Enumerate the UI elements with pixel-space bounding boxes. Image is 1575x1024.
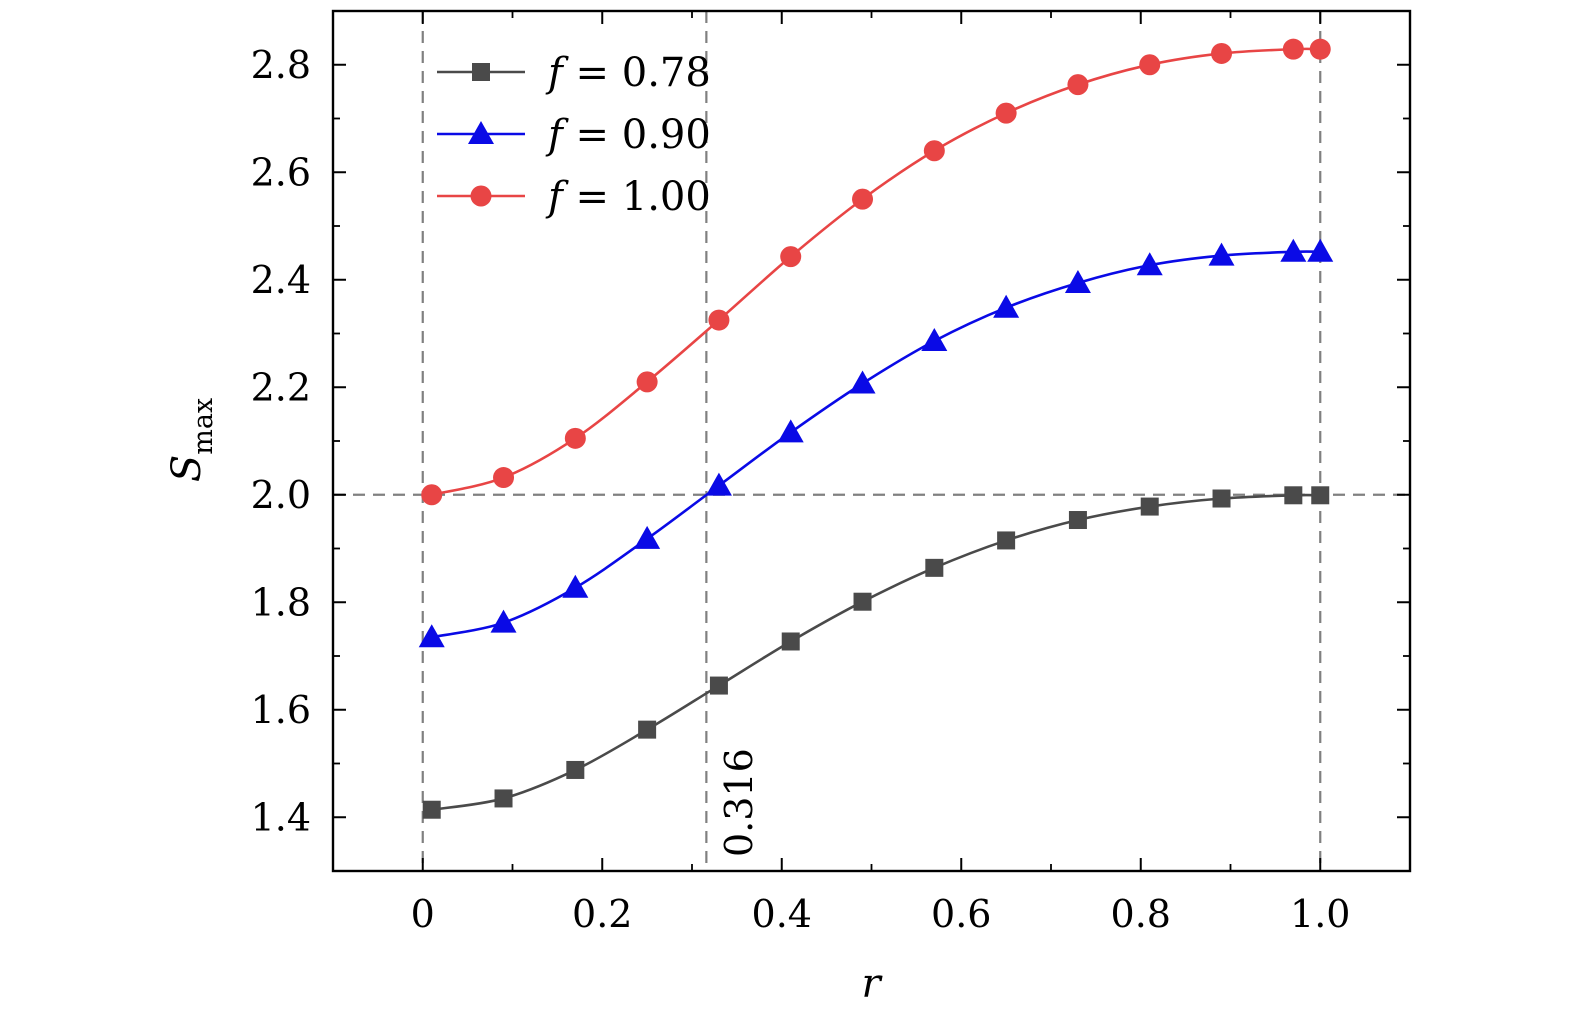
series-1-point-13 [1307,238,1334,262]
reference-lines [333,11,1410,871]
x-tick-label-3: 0.6 [931,892,991,936]
series-2-point-0 [421,484,443,506]
y-axis-title-subscript: max [188,398,219,455]
series-markers [418,38,1334,819]
series-1-point-9 [1064,269,1091,293]
series-0-point-6 [853,592,872,611]
series-0-point-11 [1212,489,1231,508]
x-tick-label-4: 0.8 [1111,892,1171,936]
series-line-1 [431,250,1321,639]
series-1-point-6 [849,370,876,394]
y-tick-label-0: 1.4 [251,795,311,839]
series-2-point-9 [1067,74,1089,96]
series-0-point-3 [638,720,657,739]
series-1-point-1 [490,609,517,633]
series-0-point-4 [709,676,728,695]
legend-eq-1: = 0.90 [563,112,711,158]
y-axis-title-main: S [164,455,210,482]
axis-ticks [332,11,1411,872]
series-2-point-13 [1309,38,1331,60]
series-2-point-3 [636,371,658,393]
series-1-point-4 [705,472,732,496]
series-0-point-7 [925,558,944,577]
legend-item-1: f = 0.90 [437,112,711,158]
series-0-point-5 [781,632,800,651]
series-0-point-2 [566,760,585,779]
series-2-point-10 [1139,54,1161,76]
series-0-point-1 [494,789,513,808]
series-1-point-3 [634,525,661,549]
series-2-point-11 [1211,42,1233,64]
plot-border [331,9,1412,873]
series-2-point-2 [564,427,586,449]
legend-marker-1 [468,121,494,144]
y-tick-label-4: 2.2 [251,365,311,409]
series-line-0 [431,493,1321,812]
legend-item-0: f = 0.78 [437,50,711,96]
legend-marker-2 [470,185,492,207]
legend-label-2: f = 1.00 [545,174,711,220]
series-1-point-5 [777,419,804,443]
series-2-point-4 [708,309,730,331]
x-tick-label-2: 0.4 [752,892,812,936]
series-0-point-8 [997,531,1016,550]
series-2-point-6 [852,188,874,210]
y-tick-label-5: 2.4 [251,258,311,302]
series-1-point-12 [1280,238,1307,262]
y-tick-label-3: 2.0 [251,473,311,517]
legend-eq-2: = 1.00 [563,174,711,220]
series-2-point-8 [995,102,1017,124]
series-2-point-1 [493,467,515,489]
legend: f = 0.78 f = 0.90 f = 1.00 [437,50,711,220]
legend-eq-0: = 0.78 [563,50,711,96]
y-tick-label-1: 1.6 [251,688,311,732]
series-2-point-12 [1282,38,1304,60]
legend-label-0: f = 0.78 [545,50,711,96]
series-1-point-10 [1136,252,1163,276]
legend-marker-0 [472,63,490,81]
series-1-point-2 [562,574,589,598]
legend-label-1: f = 0.90 [545,112,711,158]
series-1-point-11 [1208,242,1235,266]
series-2-point-7 [923,140,945,162]
series-1-point-7 [921,328,948,352]
x-axis-title: r [861,961,883,1007]
x-tick-label-1: 0.2 [572,892,632,936]
y-tick-label-7: 2.8 [251,43,311,87]
series-0-point-10 [1140,497,1159,516]
annotation-0316: 0.316 [717,748,761,857]
series-0-point-9 [1068,511,1087,530]
y-tick-label-6: 2.6 [251,150,311,194]
y-axis-title: Smax [164,398,219,482]
series-0-point-13 [1311,486,1330,505]
x-tick-label-0: 0 [411,892,435,936]
legend-item-2: f = 1.00 [437,174,711,220]
series-1-point-0 [418,624,445,648]
series-1-point-8 [993,294,1020,318]
series-0-point-12 [1284,486,1303,505]
plot-frame [331,9,1412,873]
series-0-point-0 [422,800,441,819]
series-2-point-5 [780,246,802,268]
series-curves [431,47,1321,812]
tick-labels: 0 0.2 0.4 0.6 0.8 1.0 1.4 1.6 1.8 2.0 2.2 2.4 2.6 2.8 [251,43,1351,936]
svg-text:Smax: Smax [164,398,219,482]
x-tick-label-5: 1.0 [1290,892,1350,936]
y-tick-label-2: 1.8 [251,580,311,624]
